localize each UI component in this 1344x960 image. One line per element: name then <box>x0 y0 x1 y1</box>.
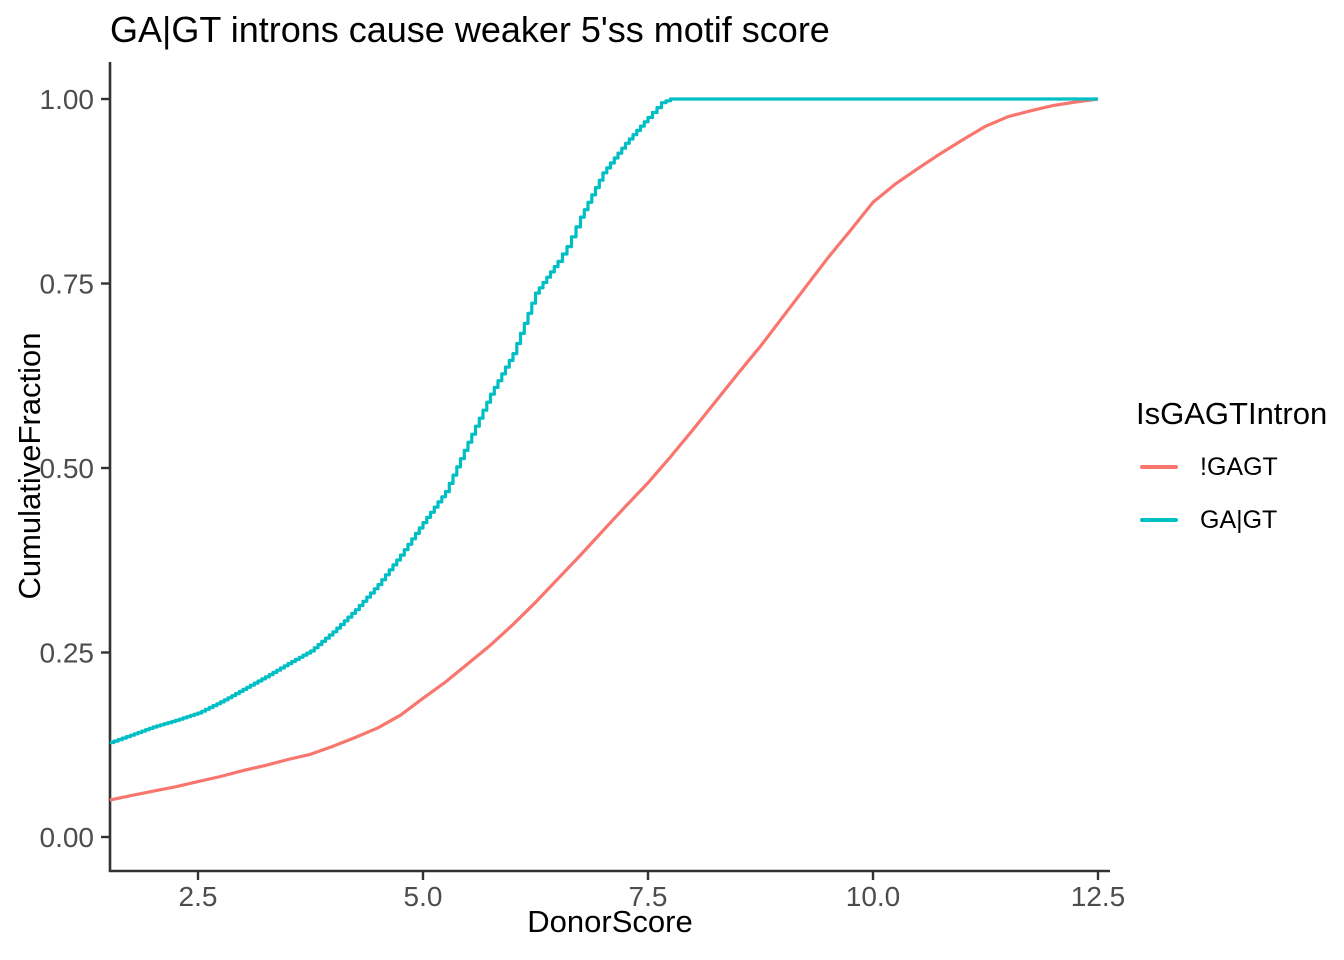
legend-title: IsGAGTIntron <box>1136 396 1328 431</box>
ecdf-curve-not-gagt <box>109 97 1099 802</box>
x-tick-label-2: 7.5 <box>629 881 668 912</box>
x-axis-title: DonorScore <box>527 904 693 939</box>
legend-entry-not-gagt: !GAGT <box>1140 452 1278 482</box>
y-tick-label-1: 0.25 <box>40 638 95 669</box>
y-tick-label-3: 0.75 <box>40 269 95 300</box>
x-tick-label-4: 12.5 <box>1071 881 1126 912</box>
x-tick-label-0: 2.5 <box>179 881 218 912</box>
legend: IsGAGTIntron !GAGT GA|GT <box>1136 396 1344 534</box>
legend-key-line-gagt <box>1140 518 1178 522</box>
y-tick-label-0: 0.00 <box>40 822 95 853</box>
plot-title: GA|GT introns cause weaker 5'ss motif sc… <box>110 9 830 50</box>
legend-entry-gagt: GA|GT <box>1140 505 1277 535</box>
legend-label-not-gagt: !GAGT <box>1200 452 1278 481</box>
legend-label-gagt: GA|GT <box>1200 505 1278 534</box>
y-tick-label-4: 1.00 <box>40 84 95 115</box>
ecdf-curve-gagt <box>109 97 1098 745</box>
axis-lines <box>108 62 1110 873</box>
x-tick-label-1: 5.0 <box>404 881 443 912</box>
y-tick-label-2: 0.50 <box>40 453 95 484</box>
x-tick-label-3: 10.0 <box>846 881 901 912</box>
legend-key-line-not-gagt <box>1140 465 1178 469</box>
